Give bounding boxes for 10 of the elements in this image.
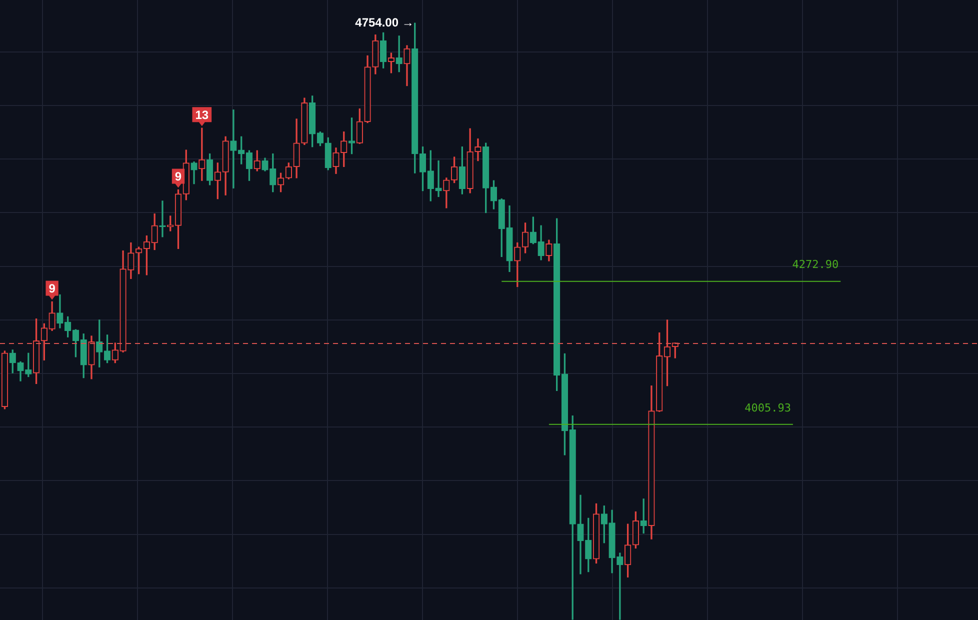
annotation: 9 <box>174 170 182 184</box>
annotation: 9 <box>48 282 56 296</box>
candlestick <box>616 552 624 620</box>
ref-line-label: 4005.93 <box>744 401 791 414</box>
candlestick <box>577 494 584 574</box>
candlestick <box>230 110 237 188</box>
annotation: 4754.00 → <box>355 15 414 30</box>
ref-line-label: 4272.90 <box>792 258 839 272</box>
annotation: 13 <box>195 108 209 122</box>
candlestick <box>474 138 482 162</box>
